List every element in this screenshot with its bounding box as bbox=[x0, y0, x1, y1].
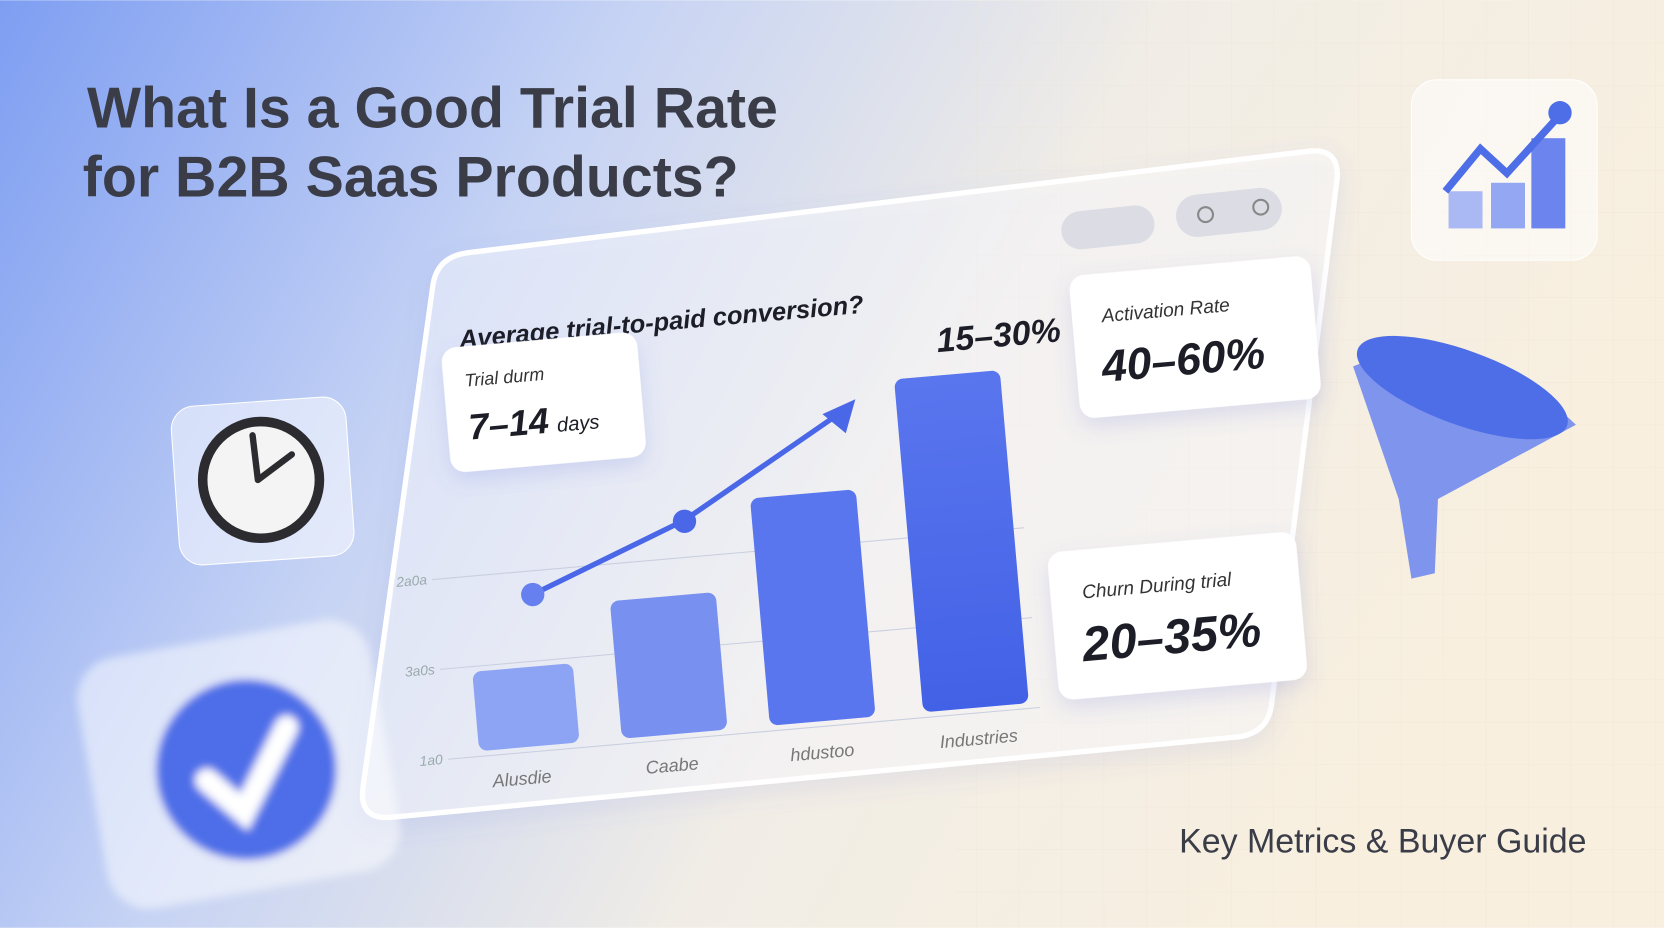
growth-line bbox=[1442, 112, 1563, 194]
card-bg bbox=[1047, 532, 1307, 700]
trend-point bbox=[672, 509, 697, 533]
bar bbox=[610, 592, 727, 739]
growth-bar bbox=[1448, 191, 1483, 229]
card: Trial durm 7–14 days bbox=[441, 332, 646, 472]
grid-line bbox=[447, 706, 1040, 760]
bar bbox=[472, 663, 579, 751]
clock-hands bbox=[249, 432, 296, 484]
axis-label: 3a0s bbox=[404, 662, 435, 680]
axis-label: 1a0 bbox=[419, 752, 444, 769]
title-line: What Is a Good Trial Rate bbox=[87, 77, 778, 141]
footer: Key Metrics & Buyer Guide bbox=[1179, 822, 1586, 860]
window-control bbox=[1061, 205, 1155, 250]
card-bg bbox=[1069, 256, 1321, 418]
window-control bbox=[1176, 187, 1282, 238]
window-icon bbox=[1197, 206, 1215, 224]
axis-label: 2a0a bbox=[395, 572, 428, 590]
title-line: for B2B Saas Products? bbox=[83, 146, 739, 210]
growth-bar bbox=[1531, 138, 1566, 229]
bar bbox=[750, 489, 875, 726]
card-bg bbox=[441, 332, 646, 472]
card-unit: days bbox=[556, 411, 600, 437]
trend-arrow bbox=[822, 399, 856, 434]
check-mark bbox=[195, 715, 299, 831]
growth-point bbox=[1548, 101, 1572, 125]
check-circle bbox=[156, 679, 337, 860]
window-icon bbox=[1252, 198, 1270, 216]
check-tile bbox=[77, 619, 401, 909]
growth-bar bbox=[1491, 182, 1525, 229]
card: Churn During trial 20–35% bbox=[1047, 532, 1307, 700]
card: Activation Rate 40–60% bbox=[1069, 256, 1321, 418]
card-value: 7–14 bbox=[467, 400, 551, 448]
trend-point bbox=[521, 582, 545, 607]
funnel-rim bbox=[1356, 335, 1568, 440]
bar bbox=[894, 370, 1029, 712]
x-label: Caabe bbox=[645, 753, 700, 778]
